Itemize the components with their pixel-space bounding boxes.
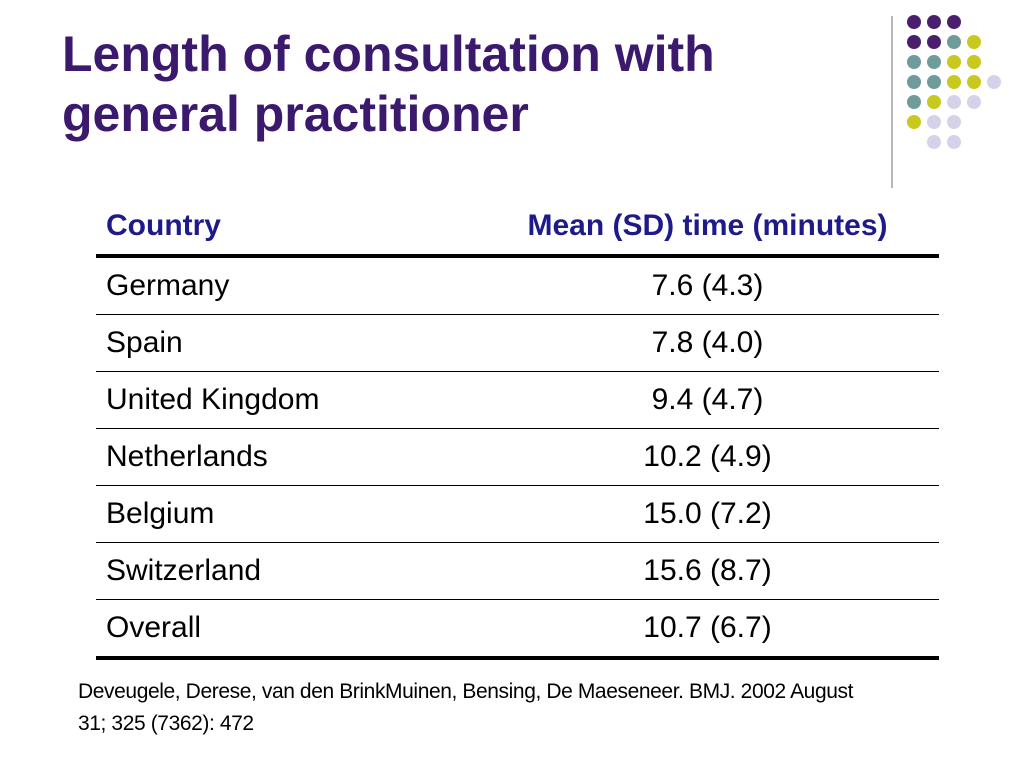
decorative-dot <box>947 115 961 129</box>
table-header-row: Country Mean (SD) time (minutes) <box>96 197 939 258</box>
column-header-mean: Mean (SD) time (minutes) <box>444 197 939 258</box>
header-divider <box>891 16 893 188</box>
decorative-dot <box>947 15 961 29</box>
decorative-dot <box>967 95 981 109</box>
mean-sd-cell: 10.7 (6.7) <box>444 599 939 660</box>
consultation-table: Country Mean (SD) time (minutes) Germany… <box>96 197 939 660</box>
mean-sd-cell: 10.2 (4.9) <box>444 428 939 486</box>
decorative-dot <box>967 55 981 69</box>
mean-sd-cell: 15.6 (8.7) <box>444 542 939 600</box>
decorative-dot <box>927 135 941 149</box>
mean-sd-cell: 15.0 (7.2) <box>444 485 939 543</box>
decorative-dot <box>907 115 921 129</box>
citation-line-2: 31; 325 (7362): 472 <box>78 712 254 735</box>
decorative-dot <box>907 55 921 69</box>
decorative-dot <box>927 95 941 109</box>
decorative-dot <box>927 55 941 69</box>
decorative-dot <box>947 35 961 49</box>
citation: Deveugele, Derese, van den BrinkMuinen, … <box>78 676 988 740</box>
decorative-dot <box>927 115 941 129</box>
decorative-dot <box>947 55 961 69</box>
mean-sd-cell: 7.8 (4.0) <box>444 314 939 372</box>
country-cell: Spain <box>96 314 444 372</box>
mean-sd-cell: 7.6 (4.3) <box>444 256 939 315</box>
decorative-dot <box>967 75 981 89</box>
decorative-dot <box>907 75 921 89</box>
table-row: Spain 7.8 (4.0) <box>96 314 939 372</box>
table-row: United Kingdom 9.4 (4.7) <box>96 371 939 429</box>
decorative-dot <box>987 75 1001 89</box>
country-cell: Switzerland <box>96 542 444 600</box>
decorative-dot <box>967 35 981 49</box>
decorative-dot <box>907 15 921 29</box>
table-row: Belgium 15.0 (7.2) <box>96 485 939 543</box>
decorative-dot <box>927 15 941 29</box>
column-header-country: Country <box>96 197 444 258</box>
slide-title: Length of consultation with general prac… <box>62 24 862 144</box>
table-row-overall: Overall 10.7 (6.7) <box>96 599 939 660</box>
table-row: Germany 7.6 (4.3) <box>96 256 939 315</box>
decorative-dot <box>947 95 961 109</box>
decorative-dot <box>927 35 941 49</box>
mean-sd-cell: 9.4 (4.7) <box>444 371 939 429</box>
decorative-dot <box>947 135 961 149</box>
slide-title-line-1: Length of consultation with <box>62 26 715 82</box>
country-cell: Germany <box>96 256 444 315</box>
country-cell: Overall <box>96 599 444 660</box>
decorative-dot <box>907 35 921 49</box>
table-row: Netherlands 10.2 (4.9) <box>96 428 939 486</box>
table-row: Switzerland 15.6 (8.7) <box>96 542 939 600</box>
decorative-dot <box>927 75 941 89</box>
slide-title-line-2: general practitioner <box>62 86 529 142</box>
decorative-dot <box>907 95 921 109</box>
country-cell: Belgium <box>96 485 444 543</box>
country-cell: Netherlands <box>96 428 444 486</box>
country-cell: United Kingdom <box>96 371 444 429</box>
citation-line-1: Deveugele, Derese, van den BrinkMuinen, … <box>78 680 854 703</box>
decorative-dot <box>947 75 961 89</box>
